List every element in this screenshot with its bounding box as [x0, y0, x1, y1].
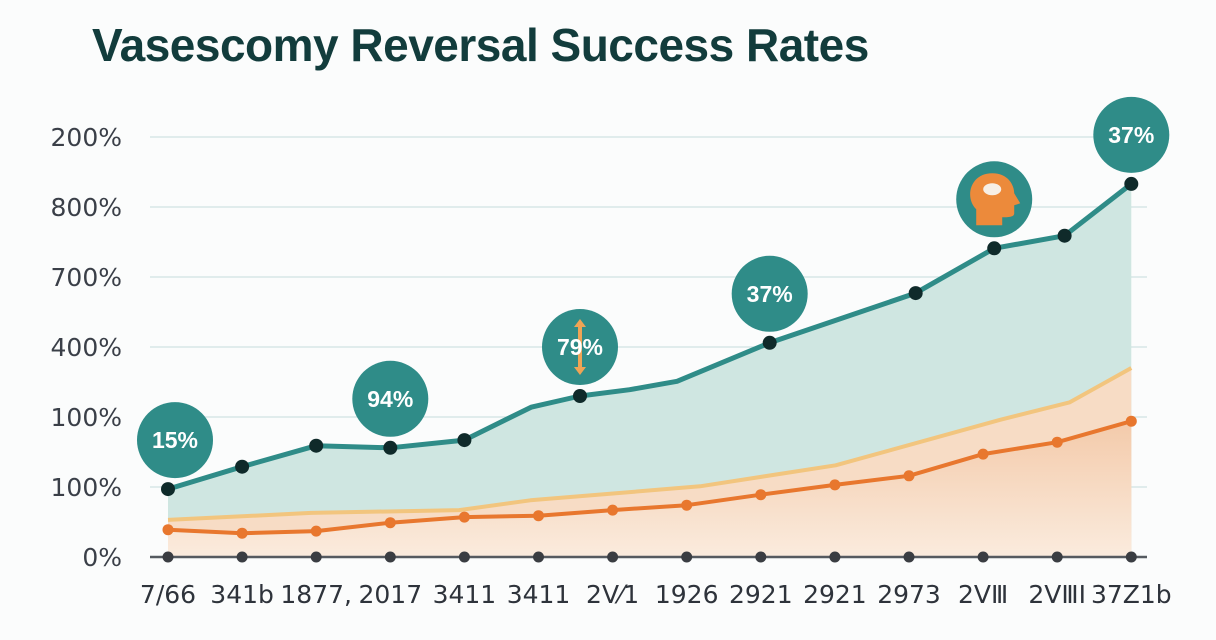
orange-point [1125, 415, 1137, 427]
orange-point [458, 511, 470, 523]
orange-point [977, 448, 989, 460]
x-tick-marker [829, 551, 841, 563]
bubble-label: 79% [557, 334, 603, 360]
teal-point [1124, 176, 1139, 191]
y-tick-label: 200% [51, 123, 122, 152]
bubble-label: 37% [1108, 122, 1154, 148]
teal-point [762, 335, 777, 350]
teal-line [167, 181, 1133, 492]
teal-point [987, 241, 1002, 256]
head-brain-icon [970, 173, 1021, 226]
teal-point [457, 433, 472, 448]
teal-point [309, 438, 324, 453]
orange-line [167, 419, 1132, 536]
bubble-circle [352, 360, 429, 437]
brain-shape [983, 183, 1002, 196]
x-tick-label: 3411 [433, 580, 497, 609]
orange-point [681, 499, 693, 511]
orange-point [162, 524, 174, 536]
x-tick-label: 7/66 [140, 580, 196, 609]
x-tick-marker [310, 551, 322, 563]
orange-point [903, 470, 915, 482]
x-tick-marker [236, 551, 248, 563]
x-tick-label: 1877, [280, 580, 352, 609]
head-shape [970, 173, 1021, 226]
x-tick-label: 2VⅢI [1028, 580, 1086, 609]
x-tick-marker [607, 551, 619, 563]
y-tick-label: 400% [51, 333, 122, 362]
chart-title: Vasescomy Reversal Success Rates [92, 19, 869, 71]
annotation-bubble: 15% [137, 402, 213, 479]
x-tick-marker [1051, 551, 1063, 563]
orange-point [829, 479, 841, 491]
light-orange-line [167, 366, 1133, 522]
orange-point [755, 489, 767, 501]
teal-point [161, 482, 175, 497]
x-tick-label: 341b [210, 580, 274, 609]
annotation-bubble [956, 161, 1033, 238]
x-tick-marker [903, 551, 915, 563]
orange-point [384, 517, 396, 529]
bubble-label: 94% [367, 386, 413, 412]
x-tick-label: 37Z1b [1091, 580, 1172, 609]
y-tick-label: 0% [82, 543, 122, 572]
x-tick-label: 2V⁄1 [586, 580, 639, 609]
bubble-circle [731, 255, 808, 332]
x-tick-marker [1125, 551, 1137, 563]
bubble-label: 15% [152, 427, 198, 453]
bubble-circle [137, 402, 213, 479]
x-tick-marker [384, 551, 396, 563]
orange-point [607, 504, 619, 516]
x-tick-label: 2017 [358, 580, 422, 609]
bubble-label: 37% [747, 281, 793, 307]
teal-point [1057, 228, 1072, 243]
x-tick-label: 2973 [877, 580, 941, 609]
orange-point [533, 510, 544, 522]
x-tick-marker [755, 551, 767, 563]
orange-point [236, 527, 248, 539]
x-tick-label: 3411 [507, 580, 571, 609]
y-tick-label: 100% [51, 403, 122, 432]
y-tick-label: 700% [51, 263, 122, 292]
x-tick-marker [681, 551, 693, 563]
annotation-bubble: 37% [1093, 96, 1170, 173]
annotation-bubble: 37% [731, 255, 808, 332]
x-tick-marker [162, 551, 174, 563]
orange-point [310, 525, 322, 537]
teal-point [383, 440, 398, 455]
teal-point [908, 286, 923, 301]
x-tick-label: 1926 [655, 580, 719, 609]
orange-point [1051, 436, 1063, 448]
double-arrow-vertical-icon [573, 319, 586, 375]
x-tick-marker [533, 551, 544, 563]
teal-point [572, 389, 587, 403]
teal-point [235, 459, 250, 474]
y-tick-label: 800% [51, 193, 122, 222]
x-tick-marker [977, 551, 989, 563]
y-tick-label: 100% [51, 473, 122, 502]
annotation-bubble: 94% [352, 360, 429, 437]
x-tick-label: 2921 [803, 580, 867, 609]
x-tick-label: 2VⅢ [958, 580, 1008, 609]
annotation-bubble: 79% [541, 309, 618, 385]
bubble-circle [1093, 96, 1170, 173]
x-tick-label: 2921 [729, 580, 793, 609]
x-tick-marker [458, 551, 470, 563]
